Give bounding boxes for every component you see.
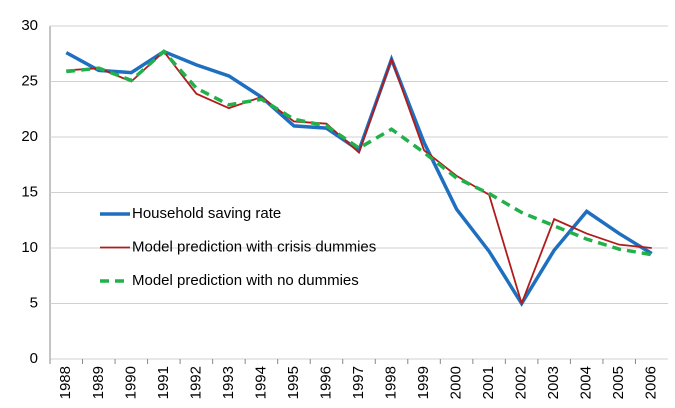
series-line — [66, 50, 652, 307]
x-tick-label: 1996 — [317, 366, 334, 399]
x-tick-label: 2000 — [448, 366, 465, 399]
y-tick-label: 15 — [21, 183, 38, 200]
x-tick-label: 2001 — [480, 366, 497, 399]
y-tick-label: 25 — [21, 72, 38, 89]
x-tick-label: 1992 — [187, 366, 204, 399]
x-tick-label: 1994 — [252, 366, 269, 399]
y-tick-label: 0 — [30, 350, 38, 367]
x-tick-label: 1997 — [350, 366, 367, 399]
x-tick-label: 2005 — [610, 366, 627, 399]
legend-label: Household saving rate — [132, 205, 281, 222]
legend-label: Model prediction with no dummies — [132, 272, 359, 289]
x-tick-label: 2006 — [643, 366, 660, 399]
series-line — [65, 49, 653, 307]
x-tick-label: 1998 — [382, 366, 399, 399]
x-tick-label: 1993 — [220, 366, 237, 399]
x-tick-label: 1990 — [122, 366, 139, 399]
x-tick-label: 1995 — [285, 366, 302, 399]
y-tick-label: 10 — [21, 239, 38, 256]
y-tick-label: 20 — [21, 128, 38, 145]
x-tick-label: 2002 — [513, 366, 530, 399]
x-tick-label: 1989 — [90, 366, 107, 399]
y-tick-label: 30 — [21, 17, 38, 34]
x-tick-label: 1999 — [415, 366, 432, 399]
x-tick-label: 1991 — [155, 366, 172, 399]
x-tick-label: 2003 — [545, 366, 562, 399]
x-tick-label: 2004 — [578, 366, 595, 399]
y-tick-label: 5 — [30, 294, 38, 311]
x-tick-label: 1988 — [57, 366, 74, 399]
legend-label: Model prediction with crisis dummies — [132, 238, 376, 255]
series-line — [66, 49, 653, 257]
